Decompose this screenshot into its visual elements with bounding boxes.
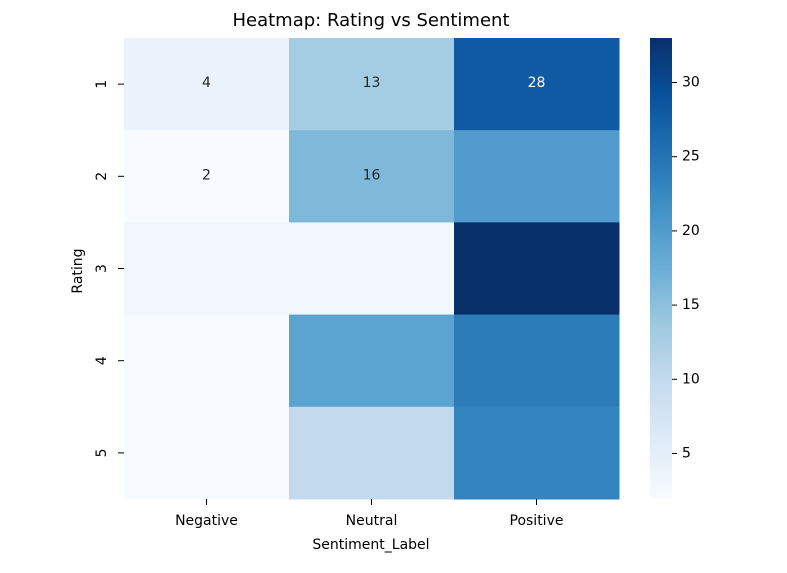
cell-value-label: 16 bbox=[363, 167, 381, 183]
colorbar-gradient bbox=[650, 38, 672, 498]
colorbar: 5 10 15 20 25 30 bbox=[650, 38, 700, 498]
cell-value-label: 13 bbox=[363, 75, 381, 91]
cell-value-label: 2 bbox=[202, 167, 211, 183]
heatmap-cell bbox=[289, 222, 455, 316]
heatmap-annotations: 4 13 28 2 16 bbox=[202, 75, 545, 183]
heatmap-cell bbox=[454, 130, 620, 223]
colorbar-tick-label: 15 bbox=[682, 297, 700, 313]
colorbar-ticks: 5 10 15 20 25 30 bbox=[672, 75, 700, 461]
y-axis-label: Rating bbox=[70, 248, 86, 293]
x-tick-label: Negative bbox=[175, 513, 238, 529]
heatmap-cell bbox=[454, 222, 620, 316]
y-tick-label: 5 bbox=[94, 448, 110, 457]
colorbar-tick-label: 30 bbox=[682, 75, 700, 91]
y-axis: 1 2 3 4 5 bbox=[94, 80, 124, 457]
heatmap-cells bbox=[124, 38, 620, 500]
colorbar-tick-label: 25 bbox=[682, 149, 700, 165]
heatmap-cell bbox=[289, 314, 455, 408]
heatmap-cell bbox=[124, 406, 290, 500]
x-tick-label: Positive bbox=[510, 513, 564, 529]
heatmap-cell bbox=[289, 38, 455, 131]
x-axis-label: Sentiment_Label bbox=[312, 537, 429, 553]
colorbar-tick-label: 10 bbox=[682, 371, 700, 387]
colorbar-tick-label: 5 bbox=[682, 445, 691, 461]
cell-value-label: 28 bbox=[528, 75, 546, 91]
heatmap-cell bbox=[454, 406, 620, 500]
heatmap-cell bbox=[454, 314, 620, 408]
heatmap-cell bbox=[124, 314, 290, 408]
heatmap-cell bbox=[289, 406, 455, 500]
colorbar-tick-label: 20 bbox=[682, 223, 700, 239]
y-tick-label: 3 bbox=[94, 264, 110, 273]
heatmap-cell bbox=[454, 38, 620, 131]
x-axis: Negative Neutral Positive bbox=[175, 499, 563, 529]
y-tick-label: 2 bbox=[94, 172, 110, 181]
cell-value-label: 4 bbox=[202, 75, 211, 91]
x-tick-label: Neutral bbox=[346, 513, 398, 529]
heatmap-cell bbox=[124, 38, 290, 131]
heatmap-cell bbox=[124, 222, 290, 316]
chart-title: Heatmap: Rating vs Sentiment bbox=[232, 10, 509, 31]
heatmap-cell bbox=[289, 130, 455, 223]
heatmap-cell bbox=[124, 130, 290, 223]
y-tick-label: 1 bbox=[94, 80, 110, 89]
y-tick-label: 4 bbox=[94, 356, 110, 365]
